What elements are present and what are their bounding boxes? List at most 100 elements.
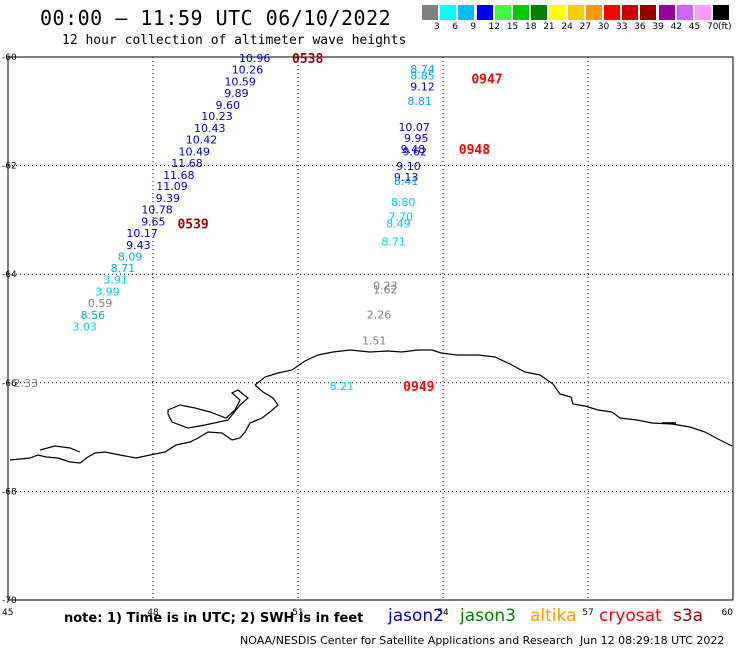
swh-value-label: 2.33 — [13, 377, 38, 390]
coastline-inlet — [167, 389, 249, 429]
scale-swatch — [640, 5, 657, 20]
swh-value-label: 10.23 — [201, 110, 233, 123]
swh-value-label: 9.10 — [396, 160, 421, 173]
y-tick-label: -64 — [2, 270, 17, 280]
legend-item-jason2: jason2 — [388, 606, 444, 626]
axis-tick-labels: 45 48 51 54 57 60 -60 -62 -64 -66 -68 -70 — [2, 53, 733, 618]
scale-tick-label: 21 — [543, 22, 555, 32]
scale-tick-label: 33 — [616, 22, 628, 32]
pass-time-label: 0949 — [403, 380, 434, 395]
scale-tick-label: 3 — [434, 22, 440, 32]
scale-tick-label: 70 — [707, 22, 719, 32]
map-frame — [7, 56, 734, 601]
coastline — [254, 349, 733, 447]
scale-swatch — [676, 5, 693, 20]
x-tick-label: 45 — [2, 608, 13, 618]
x-tick-label: 60 — [722, 608, 734, 618]
swh-value-label: 8.80 — [391, 196, 416, 209]
swh-value-label: 9.39 — [156, 192, 181, 205]
swh-value-label: 8.21 — [330, 380, 355, 393]
swh-value-label: 10.26 — [232, 63, 264, 76]
x-tick-label: 57 — [582, 608, 593, 618]
scale-swatch — [458, 5, 475, 20]
scale-swatch — [422, 5, 438, 20]
swh-value-label: 10.78 — [141, 204, 173, 217]
units-note: note: 1) Time is in UTC; 2) SWH is in fe… — [64, 611, 364, 626]
scale-swatch — [513, 5, 529, 20]
swh-value-label: 8.56 — [81, 309, 106, 322]
wave-height-observations: 10.9610.2610.599.899.6010.2310.4310.4210… — [13, 52, 434, 393]
swh-value-label: 10.59 — [224, 75, 256, 88]
swh-value-label: 9.65 — [141, 216, 166, 229]
y-tick-label: -60 — [2, 53, 17, 63]
pass-time-label: 0538 — [292, 52, 323, 67]
swh-value-label: 9.62 — [403, 145, 428, 158]
y-tick-label: -62 — [2, 162, 17, 172]
x-tick-label: 51 — [292, 608, 303, 618]
generation-timestamp: Jun 12 08:29:18 UTC 2022 — [580, 634, 725, 647]
swh-value-label: 10.49 — [179, 145, 211, 158]
scale-tick-label: 42 — [670, 22, 683, 32]
swh-value-label: 8.71 — [111, 262, 136, 275]
scale-swatch — [713, 5, 730, 20]
swh-value-label: 9.48 — [401, 143, 426, 156]
pass-time-labels: 0538 0947 0948 0539 0949 — [177, 52, 502, 395]
scale-tick-label: 18 — [525, 22, 537, 32]
swh-value-label: 8.49 — [386, 218, 411, 231]
swh-value-label: 3.03 — [72, 320, 97, 333]
swh-value-label: 3.99 — [95, 286, 120, 299]
y-tick-label: -68 — [2, 487, 17, 497]
swh-value-label: 9.60 — [216, 99, 241, 112]
scale-tick-label: 39 — [652, 22, 664, 32]
pass-time-label: 0948 — [459, 143, 490, 158]
swh-value-label: 9.43 — [126, 239, 151, 252]
swh-value-label: 11.68 — [171, 157, 203, 170]
legend-item-altika: altika — [530, 606, 577, 626]
pass-time-label: 0947 — [471, 73, 502, 88]
scale-tick-label: 6 — [452, 22, 458, 32]
swh-value-label: 10.43 — [194, 122, 226, 135]
scale-tick-label: 12 — [488, 22, 501, 32]
swh-value-label: 8.81 — [407, 95, 432, 108]
scale-tick-label: 24 — [561, 22, 573, 32]
swh-value-label: 11.68 — [163, 169, 195, 182]
legend-item-s3a: s3a — [673, 606, 704, 626]
swh-value-label: 10.42 — [186, 134, 218, 147]
swh-value-label: 10.17 — [126, 227, 158, 240]
scale-swatch — [585, 5, 602, 20]
swh-value-label: 8.41 — [394, 175, 419, 188]
swh-value-label: 8.74 — [410, 63, 435, 76]
scale-swatch — [549, 5, 566, 20]
scale-swatch — [567, 5, 584, 20]
scale-swatch — [695, 5, 711, 20]
scale-tick-label: 45 — [688, 22, 701, 32]
graticule — [7, 56, 734, 601]
swh-value-label: 2.26 — [367, 308, 392, 321]
scale-unit: (ft) — [718, 22, 732, 32]
coastline-bay — [9, 384, 279, 464]
pass-time-label: 0539 — [177, 218, 208, 233]
swh-value-label: 8.85 — [410, 69, 435, 82]
credit-line: NOAA/NESDIS Center for Satellite Applica… — [240, 634, 574, 647]
swh-value-label: 9.12 — [410, 80, 435, 93]
swh-value-label: 9.95 — [404, 132, 429, 145]
swh-value-label: 8.71 — [381, 236, 406, 249]
swh-value-label: 1.62 — [373, 283, 398, 296]
swh-value-label: 8.09 — [118, 250, 143, 263]
coastline-islet — [39, 445, 81, 453]
swh-value-label: 11.09 — [156, 180, 188, 193]
y-tick-label: -70 — [2, 596, 17, 606]
scale-tick-label: 15 — [506, 22, 519, 32]
swh-value-label: 10.07 — [398, 121, 430, 134]
scale-swatch — [622, 5, 639, 20]
swh-value-label: 0.23 — [373, 280, 398, 293]
legend-item-cryosat: cryosat — [599, 606, 662, 626]
scale-tick-label: 27 — [579, 22, 592, 32]
map-subtitle: 12 hour collection of altimeter wave hei… — [62, 33, 407, 48]
scale-swatch — [531, 5, 548, 20]
x-tick-label: 54 — [437, 608, 449, 618]
swh-value-label: 9.13 — [394, 171, 419, 184]
x-tick-label: 48 — [147, 608, 159, 618]
legend-item-jason3: jason3 — [460, 606, 516, 626]
